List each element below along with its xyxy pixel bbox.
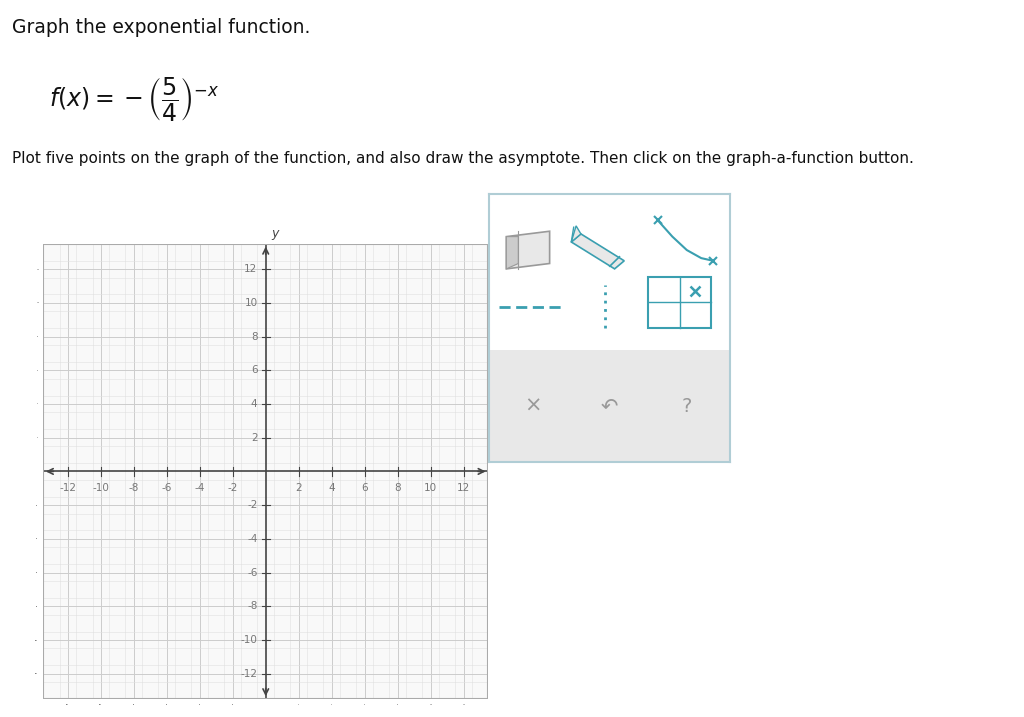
- Text: 10: 10: [424, 483, 437, 493]
- Text: 2: 2: [295, 483, 302, 493]
- Bar: [648, 277, 711, 328]
- Text: 2: 2: [251, 432, 257, 442]
- Bar: [489, 350, 730, 462]
- Text: -2: -2: [247, 500, 257, 511]
- Polygon shape: [506, 237, 518, 269]
- Text: 4: 4: [251, 399, 257, 409]
- Text: -2: -2: [227, 483, 238, 493]
- Text: 6: 6: [361, 483, 368, 493]
- Text: x: x: [492, 452, 499, 465]
- Text: -4: -4: [195, 483, 205, 493]
- Text: 8: 8: [251, 331, 257, 341]
- Text: -12: -12: [241, 669, 257, 679]
- Text: ?: ?: [682, 397, 692, 415]
- Text: -4: -4: [247, 534, 257, 544]
- Text: 6: 6: [251, 365, 257, 375]
- Text: ×: ×: [524, 396, 542, 416]
- Polygon shape: [571, 226, 581, 242]
- Bar: [43, 244, 488, 699]
- Text: ↶: ↶: [601, 396, 618, 416]
- Text: -6: -6: [162, 483, 172, 493]
- Text: -10: -10: [241, 635, 257, 645]
- Polygon shape: [506, 231, 550, 269]
- Text: 4: 4: [329, 483, 335, 493]
- Text: Graph the exponential function.: Graph the exponential function.: [12, 18, 310, 37]
- Text: $f(x)=-\left(\dfrac{5}{4}\right)^{-x}$: $f(x)=-\left(\dfrac{5}{4}\right)^{-x}$: [49, 75, 219, 123]
- Polygon shape: [571, 234, 625, 269]
- Text: 10: 10: [245, 298, 257, 308]
- Text: 12: 12: [245, 264, 257, 274]
- Text: 8: 8: [394, 483, 401, 493]
- Text: -12: -12: [59, 483, 76, 493]
- Text: -8: -8: [247, 602, 257, 612]
- Text: -6: -6: [247, 568, 257, 578]
- Text: -8: -8: [129, 483, 139, 493]
- Text: -10: -10: [92, 483, 110, 493]
- Text: Plot five points on the graph of the function, and also draw the asymptote. Then: Plot five points on the graph of the fun…: [12, 151, 914, 166]
- Text: y: y: [271, 227, 279, 240]
- Text: 12: 12: [457, 483, 470, 493]
